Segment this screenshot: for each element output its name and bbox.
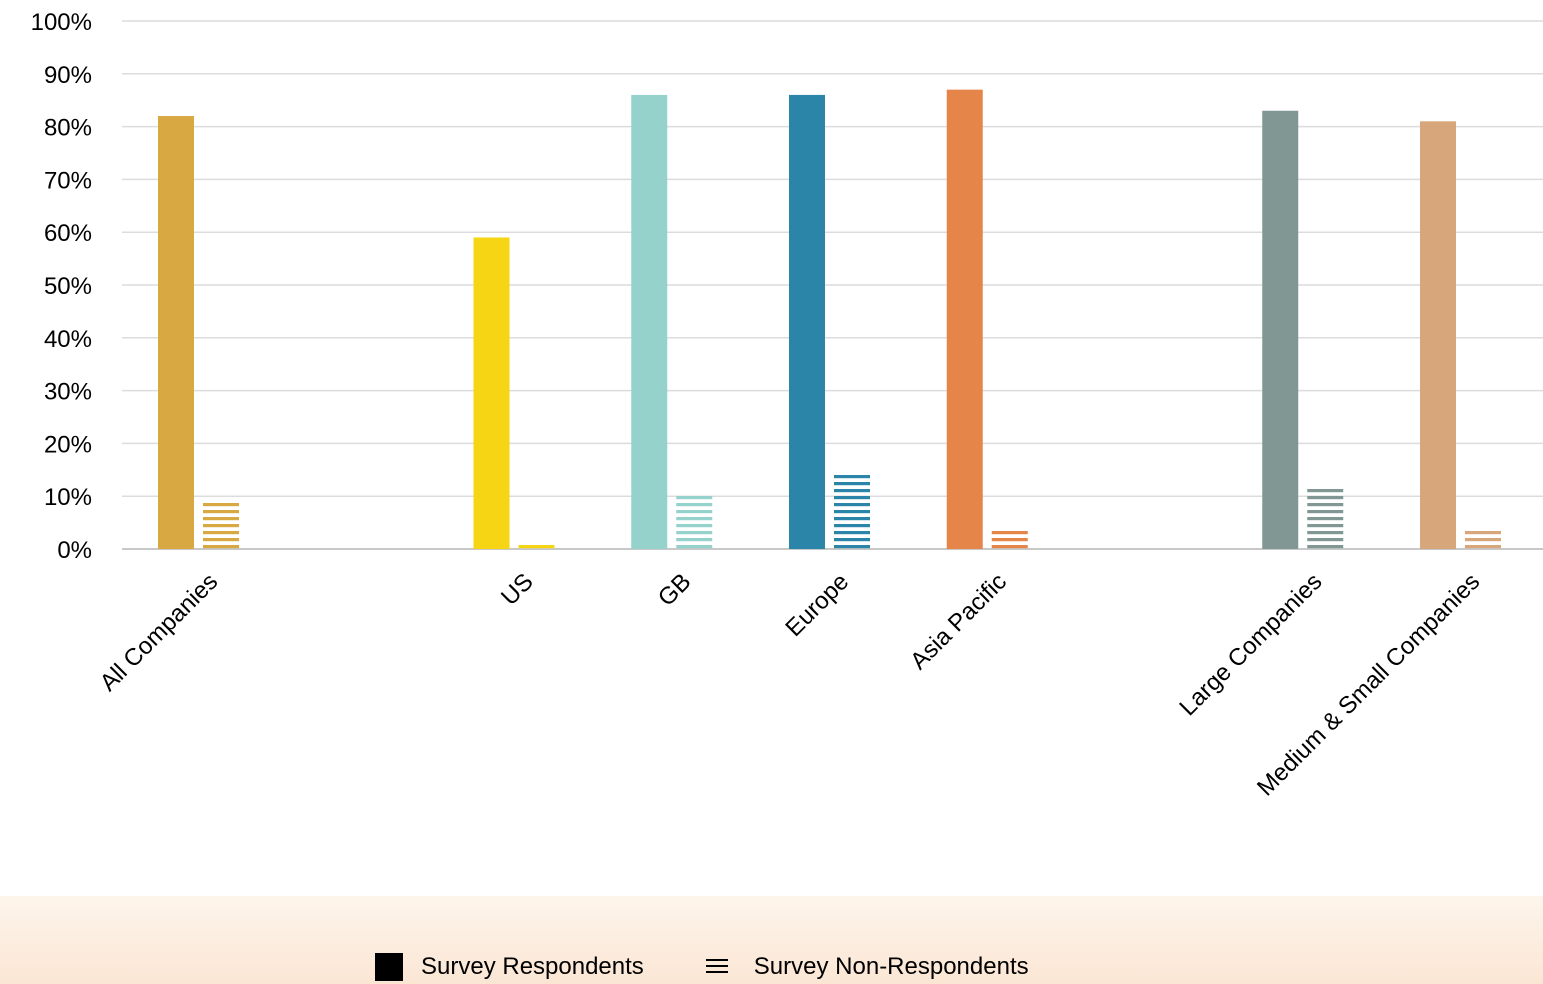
bar-stripe (834, 545, 870, 549)
legend-non-respondents-label: Survey Non-Respondents (753, 953, 1029, 980)
bar-chart: 0% 10% 20% 30% 40% 50% 60% 70% 80% 90% 100% All Co… (31, 9, 1543, 801)
legend: Survey Respondents Survey Non-Respondent… (375, 950, 1029, 984)
bar-stripe (676, 503, 713, 507)
bar-stripe (203, 538, 239, 542)
bar-stripe (1307, 545, 1344, 549)
legend-striped-swatch-icon (705, 959, 728, 975)
bar-stripe (834, 524, 870, 528)
bar-non-respondents (1307, 489, 1344, 549)
bar-stripe (1307, 496, 1344, 500)
bar-respondents (946, 89, 983, 549)
x-category-label: GB (653, 568, 697, 612)
bar-stripe (676, 538, 713, 542)
y-tick-label: 20% (44, 431, 92, 458)
bar-stripe (203, 517, 239, 521)
bar-respondents (1262, 110, 1299, 549)
y-tick-label: 30% (44, 379, 92, 406)
bar-stripe (834, 496, 870, 500)
bar-non-respondents (991, 531, 1028, 549)
legend-solid-swatch-icon (375, 953, 403, 981)
x-category-label: Asia Pacific (905, 568, 1012, 675)
bar-stripe (203, 531, 239, 535)
bar-stripe (676, 510, 713, 514)
bar-stripe (518, 545, 555, 549)
bar-respondents (473, 237, 510, 550)
bar-non-respondents (676, 496, 713, 549)
bar-stripe (1465, 531, 1501, 535)
bar-stripe (1307, 489, 1344, 493)
bar-stripe (834, 503, 870, 507)
bar-non-respondents (518, 545, 555, 549)
bar-respondents (158, 116, 194, 549)
bar-stripe (1307, 503, 1344, 507)
bar-stripe (834, 475, 870, 479)
legend-item-respondents: Survey Respondents (375, 953, 644, 981)
bar-stripe (991, 538, 1028, 542)
bar-stripe (676, 545, 713, 549)
bar-stripe (1307, 510, 1344, 514)
y-axis-ticks: 0% 10% 20% 30% 40% 50% 60% 70% 80% 90% 100% (31, 9, 92, 564)
bar-respondents (1420, 121, 1456, 549)
bar-stripe (1307, 531, 1344, 535)
x-category-label: Europe (780, 568, 854, 642)
y-tick-label: 50% (44, 273, 92, 300)
x-category-label: All Companies (95, 568, 224, 697)
bar-stripe (834, 482, 870, 486)
bar-stripe (834, 489, 870, 493)
bar-respondents (631, 94, 668, 550)
bar-stripe (203, 510, 239, 514)
y-tick-label: 70% (44, 167, 92, 194)
bar-stripe (834, 517, 870, 521)
bars (158, 89, 1501, 550)
bar-stripe (676, 517, 713, 521)
legend-respondents-label: Survey Respondents (421, 953, 644, 980)
legend-item-non-respondents: Survey Non-Respondents (644, 953, 1029, 981)
bar-stripe (676, 531, 713, 535)
x-axis-labels: All Companies US GB Europe Asia Pacific Large… (95, 568, 1486, 801)
bar-stripe (1307, 517, 1344, 521)
bar-stripe (676, 496, 713, 500)
x-category-label: US (496, 568, 539, 611)
bar-stripe (991, 545, 1028, 549)
bar-non-respondents (1465, 531, 1501, 549)
bar-stripe (1307, 524, 1344, 528)
bar-stripe (203, 524, 239, 528)
y-tick-label: 60% (44, 220, 92, 247)
gridlines (122, 20, 1543, 550)
bar-stripe (203, 503, 239, 507)
y-tick-label: 40% (44, 326, 92, 353)
y-tick-label: 0% (57, 537, 92, 564)
bar-stripe (834, 510, 870, 514)
bar-non-respondents (203, 503, 239, 549)
bar-stripe (1465, 538, 1501, 542)
y-tick-label: 90% (44, 62, 92, 89)
legend-band (0, 896, 1543, 984)
y-tick-label: 10% (44, 484, 92, 511)
bar-stripe (834, 538, 870, 542)
bar-stripe (1465, 545, 1501, 549)
bar-non-respondents (834, 475, 870, 549)
bar-stripe (834, 531, 870, 535)
bar-stripe (991, 531, 1028, 535)
x-category-label: Large Companies (1174, 568, 1327, 721)
bar-stripe (203, 545, 239, 549)
y-tick-label: 100% (31, 9, 92, 36)
bar-stripe (676, 524, 713, 528)
y-tick-label: 80% (44, 115, 92, 142)
bar-stripe (1307, 538, 1344, 542)
bar-respondents (789, 94, 825, 550)
